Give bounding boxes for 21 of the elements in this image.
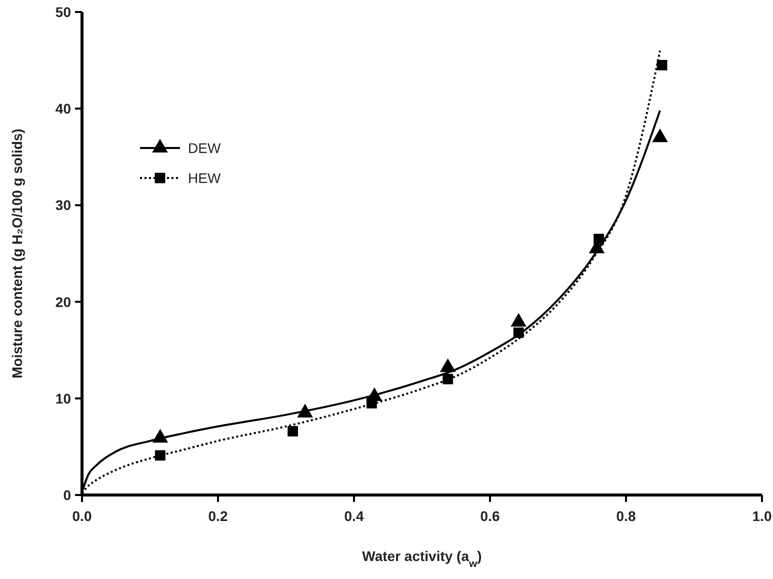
point (656, 60, 668, 70)
point (442, 374, 454, 384)
x-tick-label: 0.4 (344, 508, 364, 524)
x-tick-label: 0.8 (616, 508, 636, 524)
x-tick-label: 0.6 (480, 508, 500, 524)
y-tick-label: 10 (55, 390, 72, 406)
x-tick-label: 1.0 (752, 508, 772, 524)
y-tick-label: 20 (55, 294, 72, 310)
point (288, 426, 298, 436)
y-tick-label: 30 (55, 197, 72, 214)
y-axis-title: Moisture content (g H₂O/100 g solids) (9, 128, 25, 378)
y-tick-label: 40 (55, 100, 72, 117)
x-tick-label: 0.2 (208, 508, 228, 524)
point (510, 312, 526, 327)
x-tick-label: 0.0 (72, 508, 92, 524)
y-tick-label: 50 (55, 4, 72, 20)
legend-label: HEW (188, 170, 222, 186)
y-tick-label: 0 (63, 487, 72, 503)
legend-label: DEW (188, 140, 222, 156)
point (366, 398, 377, 408)
x-axis-title: Water activity (a$_{w}$) (362, 548, 482, 570)
